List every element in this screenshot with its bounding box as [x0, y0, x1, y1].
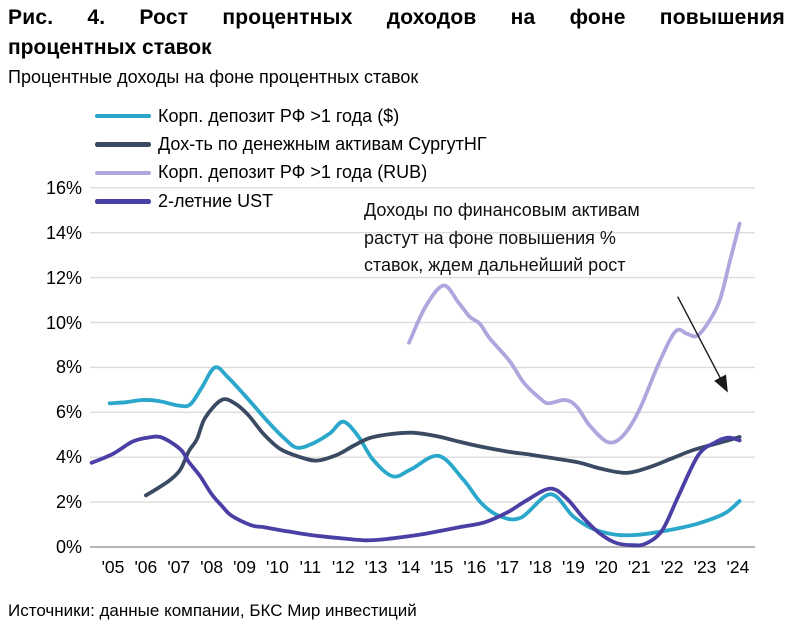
legend-item-rub-deposit: Корп. депозит РФ >1 года (RUB) [95, 159, 487, 187]
x-axis-label: '13 [364, 557, 388, 577]
x-axis-label: '20 [594, 557, 618, 577]
arrow-line [677, 296, 728, 393]
x-axis-label: '23 [693, 557, 717, 577]
annotation-arrow [677, 296, 728, 393]
x-axis-label: '10 [266, 557, 289, 577]
x-axis-label: '21 [627, 557, 651, 577]
x-axis-label: '17 [496, 557, 520, 577]
series-lines [89, 221, 742, 548]
legend-label: Корп. депозит РФ >1 года ($) [158, 105, 400, 126]
y-axis-label: 6% [55, 402, 82, 423]
y-axis-label: 12% [45, 267, 82, 288]
y-axis-label: 2% [55, 492, 82, 513]
y-axis-label: 4% [55, 447, 82, 468]
x-axis-label: '11 [299, 557, 322, 577]
y-axis-label: 14% [45, 222, 82, 243]
x-axis-label: '12 [331, 557, 355, 577]
y-axis-label: 0% [55, 537, 82, 557]
chart-subtitle: Процентные доходы на фоне процентных ста… [8, 67, 419, 87]
x-axis-label: '18 [529, 557, 552, 577]
y-axis-label: 8% [55, 357, 82, 378]
x-axis-label: '22 [660, 557, 684, 577]
annotation-line: растут на фоне повышения % [364, 227, 616, 248]
source-note: Источники: данные компании, БКС Мир инве… [8, 601, 417, 620]
x-axis-label: '19 [562, 557, 585, 577]
chart-legend: Корп. депозит РФ >1 года ($) Дох-ть по д… [95, 102, 487, 216]
y-axis-label: 16% [45, 177, 82, 198]
x-axis-label: '16 [463, 557, 487, 577]
series-line-3 [89, 434, 742, 548]
legend-swatch-line [95, 113, 151, 119]
legend-label: Корп. депозит РФ >1 года (RUB) [158, 162, 428, 183]
annotation-line: Доходы по финансовым активам [364, 200, 640, 220]
legend-item-surgutng-yield: Дох-ть по денежным активам СургутНГ [95, 130, 487, 158]
x-axis-label: '05 [101, 557, 125, 577]
x-axis-label: '24 [726, 557, 750, 577]
x-axis-label: '06 [134, 557, 158, 577]
legend-item-2y-ust: 2-летние UST [95, 187, 487, 215]
chart-annotation-text: Доходы по финансовым активам растут на ф… [364, 197, 640, 280]
annotation-line: ставок, ждем дальнейший рост [364, 255, 626, 276]
gridlines [90, 187, 755, 548]
x-axis-label: '09 [233, 557, 256, 577]
series-line-0 [107, 365, 742, 538]
x-axis-label: '14 [397, 557, 421, 577]
legend-label: Дох-ть по денежным активам СургутНГ [158, 134, 487, 155]
x-axis-label: '07 [167, 557, 191, 577]
x-axis-label: '15 [430, 557, 454, 577]
figure-title-line2: процентных ставок [8, 36, 212, 59]
figure-title-line1: Рис. 4. Рост процентных доходов на фоне … [8, 6, 785, 29]
y-axis-label: 10% [45, 312, 82, 333]
legend-swatch-line [95, 170, 151, 176]
legend-swatch-line [95, 199, 151, 204]
legend-item-usd-deposit: Корп. депозит РФ >1 года ($) [95, 102, 487, 130]
legend-label: 2-летние UST [158, 190, 274, 211]
x-axis-label: '08 [200, 557, 224, 577]
series-line-2 [407, 221, 742, 445]
legend-swatch-line [95, 142, 151, 147]
series-line-1 [144, 397, 742, 498]
